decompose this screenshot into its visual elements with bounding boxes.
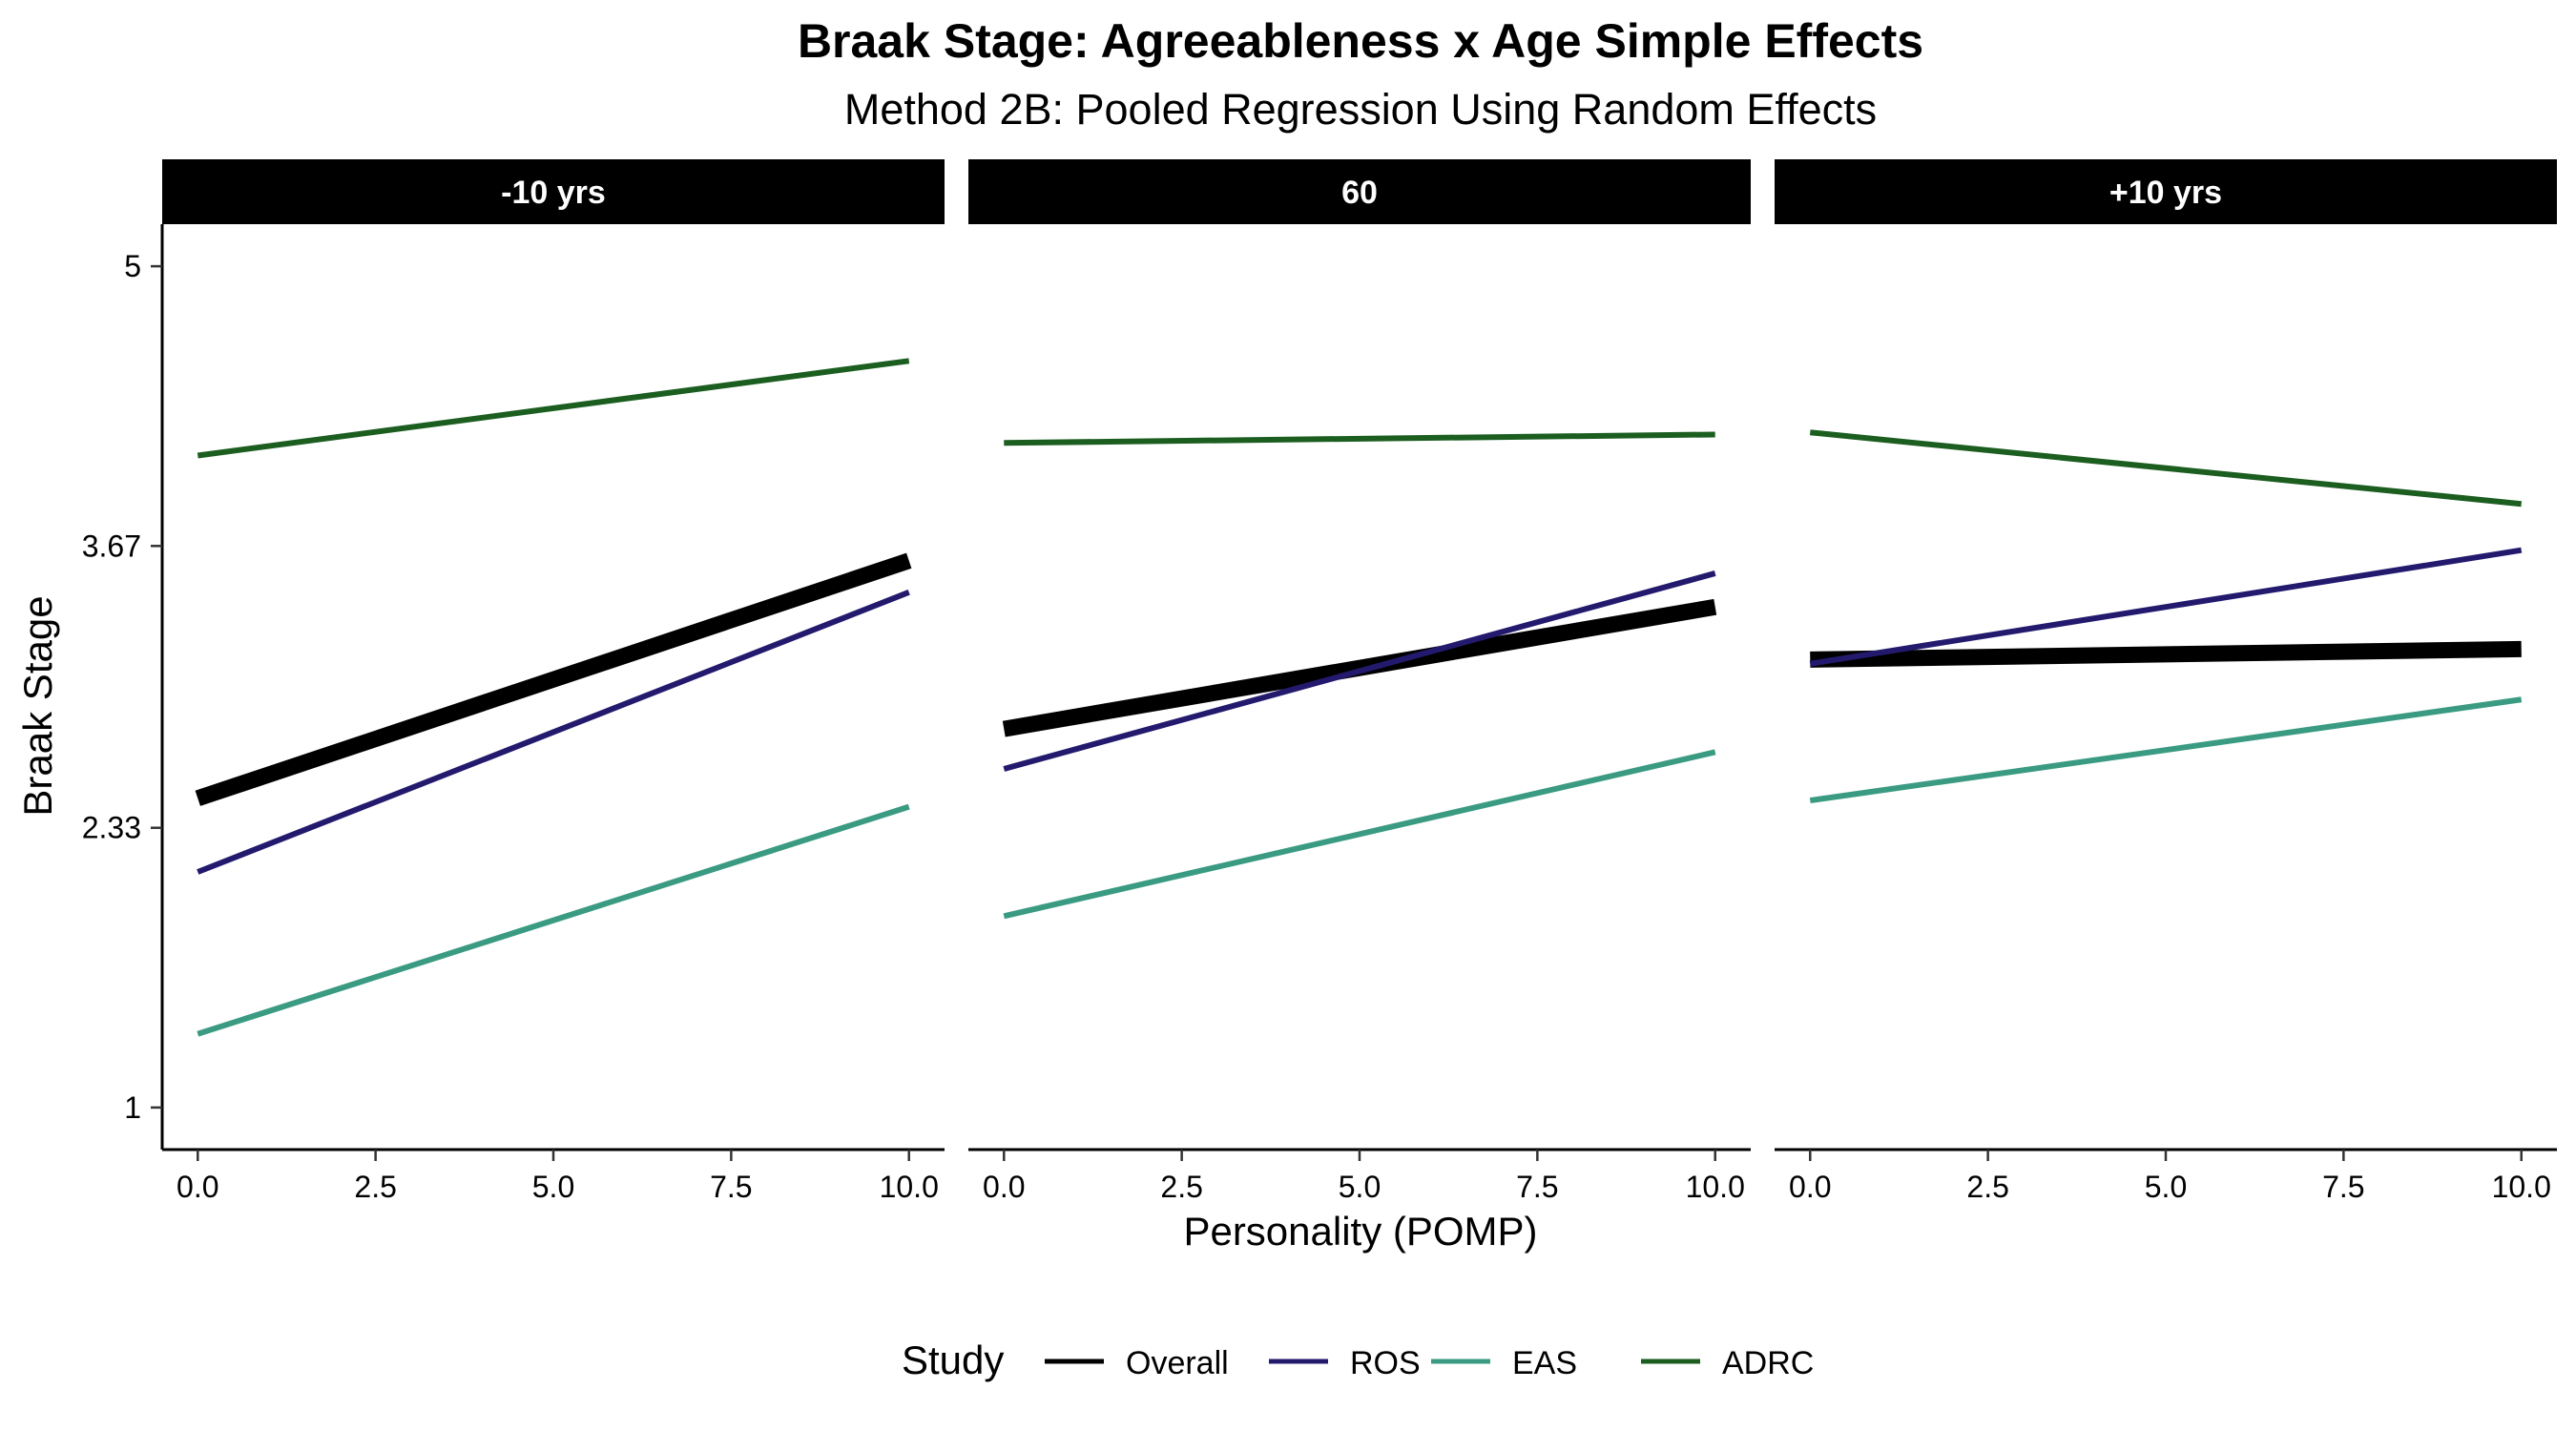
facet-strip <box>1775 159 2557 224</box>
series-line-adrc <box>1809 429 2523 508</box>
x-tick-label: 2.5 <box>354 1170 396 1204</box>
series-line-adrc <box>1004 431 1715 446</box>
series-line-ros <box>197 590 910 875</box>
x-tick-label: 0.0 <box>177 1170 218 1204</box>
x-tick-label: 2.5 <box>1160 1170 1202 1204</box>
y-axis-title: Braak Stage <box>15 595 60 816</box>
series-line-adrc <box>197 358 910 459</box>
chart-title: Braak Stage: Agreeableness x Age Simple … <box>798 14 1923 68</box>
x-tick-label: 10.0 <box>2492 1170 2551 1204</box>
x-tick-label: 7.5 <box>1516 1170 1558 1204</box>
facet-panel-3: +10 yrs 0.0 2.5 5.0 7.5 10.0 <box>1775 159 2557 1204</box>
x-tick-label: 5.0 <box>2145 1170 2187 1204</box>
series-line-overall <box>1810 640 2522 668</box>
x-tick-label: 0.0 <box>1789 1170 1831 1204</box>
series-line-ros <box>1003 570 1716 772</box>
x-tick-label: 5.0 <box>532 1170 574 1204</box>
x-tick-label: 7.5 <box>710 1170 752 1204</box>
legend-label-adrc: ADRC <box>1722 1345 1814 1381</box>
series-line-eas <box>1809 696 2523 804</box>
y-tick-label: 1 <box>124 1090 141 1125</box>
x-tick-label: 2.5 <box>1966 1170 2008 1204</box>
y-tick-label: 5 <box>124 249 141 283</box>
legend-title: Study <box>902 1338 1004 1382</box>
x-tick-label: 10.0 <box>880 1170 939 1204</box>
series-line-overall <box>195 552 912 806</box>
legend-label-overall: Overall <box>1126 1345 1229 1381</box>
facet-strip <box>968 159 1751 224</box>
facet-strip-label: +10 yrs <box>2109 175 2222 211</box>
chart-subtitle: Method 2B: Pooled Regression Using Rando… <box>844 85 1877 134</box>
y-tick-label: 2.33 <box>82 811 141 845</box>
y-tick-label: 3.67 <box>82 529 141 563</box>
x-tick-label: 10.0 <box>1686 1170 1745 1204</box>
facet-panel-2: 60 0.0 2.5 5.0 7.5 10.0 <box>968 159 1751 1204</box>
legend-label-eas: EAS <box>1512 1345 1577 1381</box>
legend: Study Overall ROS EAS ADRC <box>902 1338 1814 1382</box>
facet-strip-label: 60 <box>1341 175 1378 211</box>
facet-strip-label: -10 yrs <box>501 175 606 211</box>
facet-strip <box>162 159 945 224</box>
series-line-eas <box>1003 749 1716 920</box>
x-tick-label: 7.5 <box>2322 1170 2364 1204</box>
legend-label-ros: ROS <box>1350 1345 1421 1381</box>
x-axis-title: Personality (POMP) <box>1183 1209 1537 1254</box>
series-line-eas <box>197 803 910 1037</box>
series-line-overall <box>1002 598 1717 737</box>
facet-panel-1: -10 yrs 0.0 2.5 5.0 7.5 10.0 1 2.33 3.67 5 <box>82 159 945 1204</box>
x-tick-label: 0.0 <box>983 1170 1025 1204</box>
facet-panels: -10 yrs 0.0 2.5 5.0 7.5 10.0 1 2.33 3.67 5 60 0.0 2.… <box>82 159 2557 1204</box>
x-tick-label: 5.0 <box>1339 1170 1381 1204</box>
series-line-ros <box>1809 547 2523 667</box>
